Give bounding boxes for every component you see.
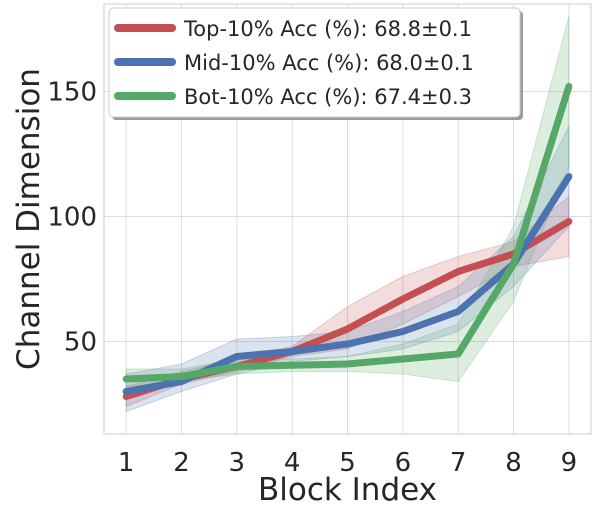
legend-box	[108, 7, 521, 118]
confidence-band	[125, 126, 570, 413]
y-tick-label: 100	[47, 203, 97, 233]
x-tick-label: 6	[395, 448, 412, 478]
x-tick-label: 3	[229, 448, 246, 478]
confidence-band	[125, 16, 570, 388]
legend: Top-10% Acc (%): 68.8±0.1 Mid-10% Acc (%)…	[108, 7, 523, 120]
x-tick-label: 1	[118, 448, 135, 478]
x-tick-label: 2	[173, 448, 190, 478]
y-tick-label: 150	[47, 78, 97, 108]
legend-label: Bot-10% Acc (%): 67.4±0.3	[184, 85, 472, 109]
series-lines	[122, 83, 573, 400]
y-tick-label: 50	[64, 328, 97, 358]
x-tick-label: 4	[284, 448, 301, 478]
plot-frame	[103, 3, 592, 435]
legend-label: Top-10% Acc (%): 68.8±0.1	[183, 17, 472, 41]
legend-items: Top-10% Acc (%): 68.8±0.1 Mid-10% Acc (%)…	[114, 17, 474, 109]
x-tick-label: 5	[339, 448, 356, 478]
x-tick-label: 9	[561, 448, 578, 478]
x-tick-label: 7	[450, 448, 467, 478]
y-tick-labels: 50 100 150	[47, 78, 97, 358]
series-line	[122, 83, 573, 383]
y-axis-label: Channel Dimension	[11, 68, 47, 370]
x-tick-labels: 1 2 3 4 5 6 7 8 9	[118, 448, 577, 478]
x-tick-label: 8	[505, 448, 522, 478]
legend-label: Mid-10% Acc (%): 68.0±0.1	[184, 51, 474, 75]
x-axis-label: Block Index	[258, 472, 437, 508]
